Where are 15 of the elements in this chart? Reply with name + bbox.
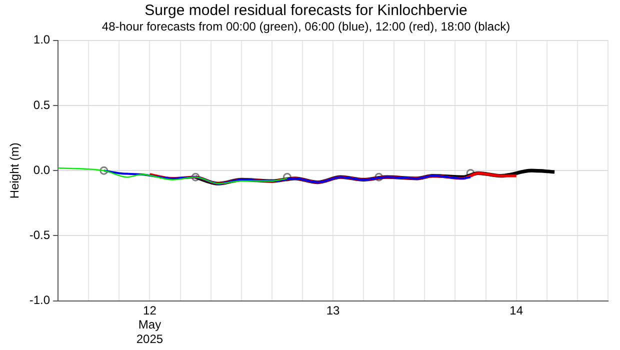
x-tick-label: 12 May 2025 bbox=[136, 303, 164, 346]
point bbox=[282, 172, 292, 182]
y-tick-label: -1.0 bbox=[29, 293, 50, 308]
y-tick-label: 0.0 bbox=[33, 162, 50, 177]
x-tick-label: 14 bbox=[510, 303, 524, 318]
point bbox=[100, 166, 108, 175]
x-tick-label: 13 bbox=[326, 303, 340, 318]
y-tick-label: -0.5 bbox=[29, 228, 50, 242]
point bbox=[466, 168, 475, 178]
y-tick-label: 0.5 bbox=[33, 98, 50, 112]
chart-subtitle: 48-hour forecasts from 00:00 (green), 06:00 (blue), 12:00 (red), 18:00 (black) bbox=[102, 20, 510, 34]
y-axis-title: Height (m) bbox=[8, 142, 22, 199]
point bbox=[191, 172, 200, 182]
chart-title: Surge model residual forecasts for Kinlochbervie bbox=[144, 2, 468, 20]
y-tick-label: 1.0 bbox=[33, 32, 50, 47]
